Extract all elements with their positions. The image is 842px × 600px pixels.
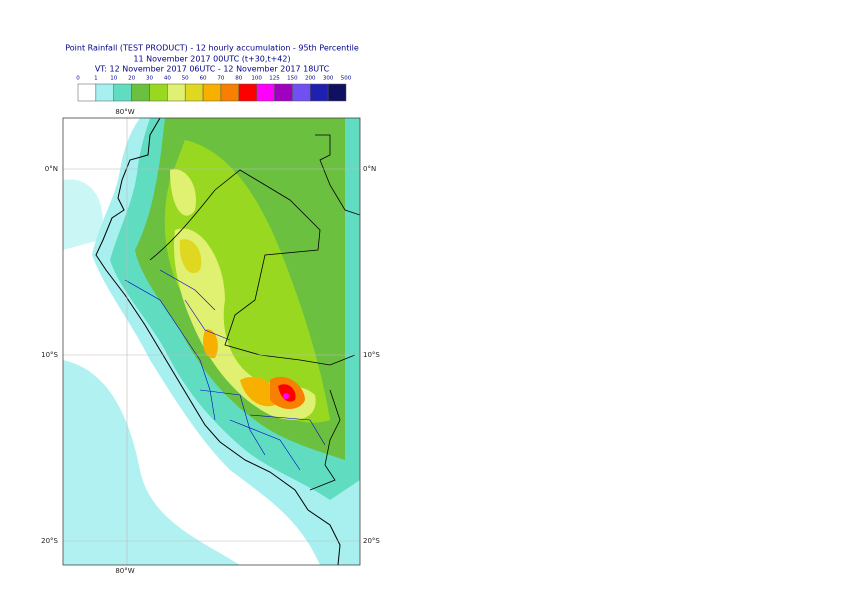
legend-label: 80 bbox=[235, 76, 242, 82]
legend-label: 10 bbox=[110, 76, 117, 82]
legend: 0 1 10 20 30 40 50 60 70 80 100 125 150 200 300 500 bbox=[76, 76, 352, 102]
legend-swatch bbox=[202, 83, 222, 102]
lat-label: 20°S bbox=[41, 537, 58, 545]
legend-label: 20 bbox=[128, 76, 135, 82]
legend-swatch bbox=[95, 83, 114, 102]
legend-label: 200 bbox=[305, 76, 316, 82]
legend-swatch bbox=[310, 83, 329, 102]
legend-swatch bbox=[149, 83, 168, 102]
legend-label: 1 bbox=[94, 76, 98, 82]
map bbox=[63, 118, 360, 565]
legend-label: 150 bbox=[287, 76, 298, 82]
map-frame bbox=[62, 117, 361, 566]
legend-swatch bbox=[274, 83, 293, 102]
legend-swatch bbox=[292, 83, 311, 102]
legend-label: 40 bbox=[164, 76, 171, 82]
legend-swatch bbox=[238, 83, 257, 102]
legend-label: 100 bbox=[251, 76, 262, 82]
lat-label: 20°S bbox=[363, 537, 380, 545]
valid-time: VT: 12 November 2017 06UTC - 12 November… bbox=[95, 65, 330, 74]
subtitle: 11 November 2017 00UTC (t+30,t+42) bbox=[133, 55, 290, 64]
legend-label: 300 bbox=[323, 76, 334, 82]
legend-label: 30 bbox=[146, 76, 153, 82]
lat-label: 0°N bbox=[45, 165, 58, 173]
legend-label: 125 bbox=[269, 76, 280, 82]
legend-swatch bbox=[131, 83, 150, 102]
title: Point Rainfall (TEST PRODUCT) - 12 hourl… bbox=[65, 44, 359, 53]
legend-label: 70 bbox=[217, 76, 224, 82]
lon-label-bottom: 80°W bbox=[115, 567, 134, 575]
lat-label: 10°S bbox=[41, 351, 58, 359]
lat-label: 10°S bbox=[363, 351, 380, 359]
legend-swatch bbox=[256, 83, 275, 102]
legend-swatch bbox=[167, 83, 186, 102]
legend-swatch bbox=[184, 83, 204, 102]
lat-label: 0°N bbox=[363, 165, 376, 173]
legend-label: 0 bbox=[76, 76, 80, 82]
legend-swatch bbox=[113, 83, 132, 102]
legend-swatch bbox=[77, 83, 97, 102]
legend-swatch bbox=[220, 83, 240, 102]
legend-swatch bbox=[327, 83, 347, 102]
lon-label-top: 80°W bbox=[115, 108, 134, 116]
legend-label: 500 bbox=[341, 76, 352, 82]
legend-label: 50 bbox=[182, 76, 189, 82]
legend-label: 60 bbox=[200, 76, 207, 82]
